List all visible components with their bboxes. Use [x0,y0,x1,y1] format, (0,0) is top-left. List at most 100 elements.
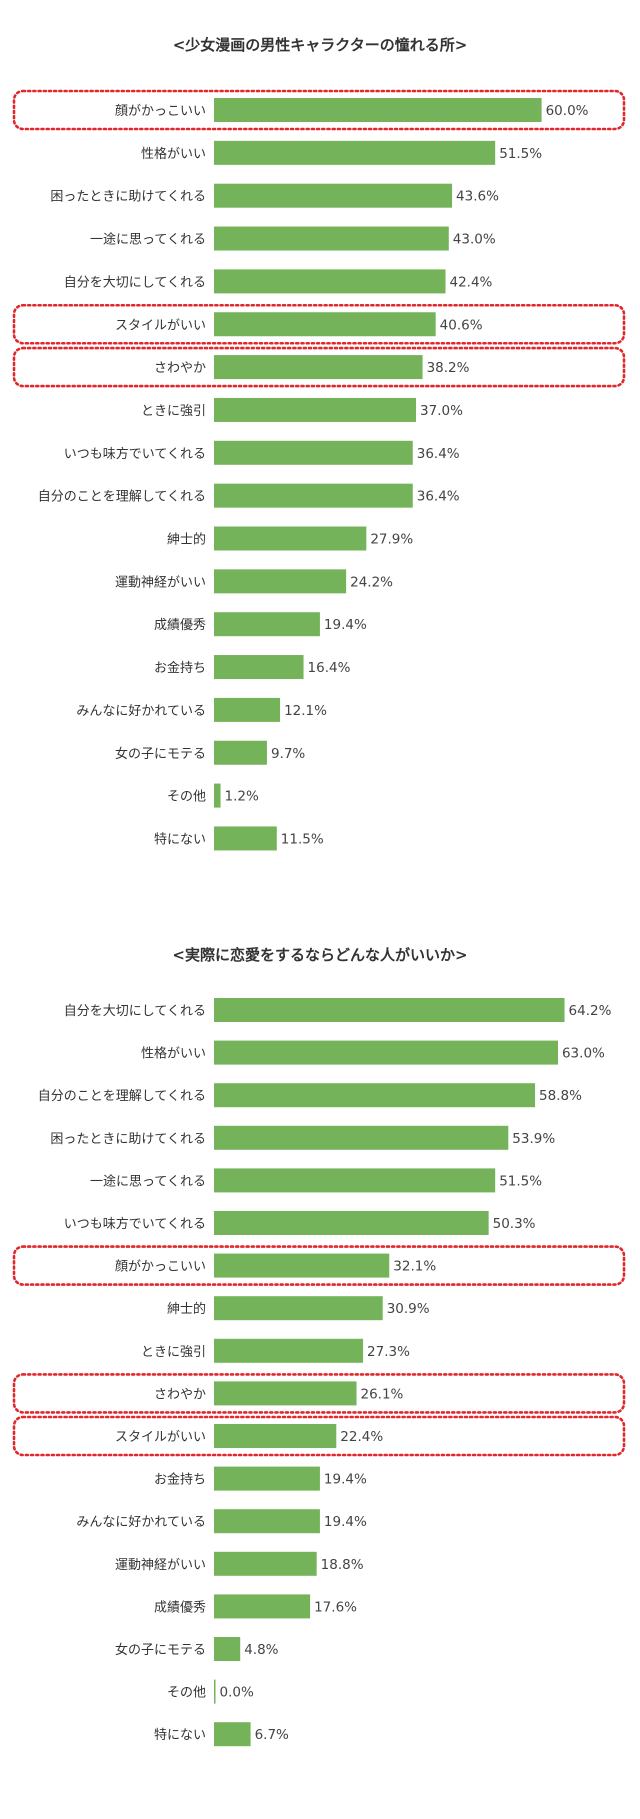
value-label: 11.5% [281,831,324,847]
chart-title: <少女漫画の男性キャラクターの憧れる所> [172,36,468,54]
category-label: 一途に思ってくれる [90,232,206,248]
value-label: 38.2% [427,360,470,376]
bar [214,1083,536,1108]
category-label: 特にない [154,832,206,847]
bar [214,312,436,337]
value-label: 30.9% [387,1301,430,1317]
category-label: 運動神経がいい [115,1558,206,1573]
category-label: 顔がかっこいい [115,1260,206,1275]
bar [214,226,449,251]
bar [214,355,423,380]
category-label: 自分のことを理解してくれる [38,490,206,505]
category-label: 成績優秀 [154,618,206,633]
value-label: 42.4% [450,274,493,290]
bar [214,269,446,294]
value-label: 24.2% [350,574,393,590]
category-label: 自分のことを理解してくれる [38,1089,206,1104]
highlight-frame [12,1245,626,1286]
bar [214,740,267,765]
value-label: 60.0% [546,103,589,119]
value-label: 37.0% [420,403,463,419]
category-label: ときに強引 [141,1345,206,1360]
bar [214,1551,317,1576]
value-label: 26.1% [361,1386,404,1402]
value-label: 27.9% [370,532,413,548]
category-label: みんなに好かれている [76,704,206,719]
category-label: 運動神経がいい [115,575,206,590]
bar [214,183,453,208]
category-label: 困ったときに助けてくれる [50,1132,206,1147]
value-label: 1.2% [225,789,259,805]
highlight-frame [12,303,626,345]
bar [214,526,367,551]
bar [214,1040,558,1065]
value-label: 32.1% [393,1259,436,1275]
category-label: お金持ち [154,660,206,676]
category-label: スタイルがいい [115,1430,206,1445]
bar [214,1211,489,1235]
bar [214,140,496,165]
value-label: 0.0% [220,1685,254,1701]
category-label: 自分を大切にしてくれる [64,1004,206,1019]
category-label: 紳士的 [167,1301,206,1317]
value-label: 17.6% [314,1599,357,1615]
category-label: 困ったときに助けてくれる [50,190,206,205]
value-label: 43.0% [453,232,496,248]
bar [214,1424,337,1448]
value-label: 64.2% [569,1003,612,1019]
category-label: 性格がいい [141,146,206,162]
bar [214,1594,311,1619]
bar [214,1679,216,1704]
bar [214,1338,364,1363]
value-label: 19.4% [324,617,367,633]
value-label: 27.3% [367,1344,410,1360]
bar [214,98,542,122]
highlight-frame [12,89,626,131]
category-label: 一途に思ってくれる [90,1173,206,1189]
bar [214,998,565,1022]
bar [214,1722,251,1747]
bar [214,697,281,722]
bar [214,1637,241,1661]
category-label: お金持ち [154,1472,206,1488]
category-label: 紳士的 [167,532,206,548]
bar [214,1168,496,1193]
bar [214,440,413,465]
category-label: 女の子にモテる [115,1642,206,1658]
value-label: 53.9% [512,1131,555,1147]
highlight-frame [12,1415,626,1457]
value-label: 16.4% [308,660,351,676]
category-label: 自分を大切にしてくれる [64,275,206,290]
value-label: 12.1% [284,703,327,719]
bar [214,1466,320,1491]
bar [214,826,277,851]
value-label: 36.4% [417,489,460,505]
bar [214,783,221,808]
category-label: スタイルがいい [115,318,206,333]
bar [214,1296,383,1321]
category-label: 性格がいい [141,1046,206,1062]
value-label: 40.6% [440,317,483,333]
bar [214,397,417,422]
bar [214,612,320,637]
category-label: 成績優秀 [154,1600,206,1615]
value-label: 18.8% [321,1557,364,1573]
bar [214,1509,320,1534]
value-label: 51.5% [499,1173,542,1189]
value-label: 19.4% [324,1472,367,1488]
value-label: 9.7% [271,746,305,762]
category-label: みんなに好かれている [76,1515,206,1530]
category-label: いつも味方でいてくれる [64,446,206,462]
value-label: 4.8% [244,1642,278,1658]
value-label: 19.4% [324,1514,367,1530]
category-label: いつも味方でいてくれる [64,1216,206,1232]
category-label: 顔がかっこいい [115,104,206,119]
value-label: 43.6% [456,189,499,205]
highlight-frame [12,346,626,388]
value-label: 36.4% [417,446,460,462]
value-label: 58.8% [539,1088,582,1104]
bar [214,569,347,594]
category-label: 女の子にモテる [115,746,206,762]
